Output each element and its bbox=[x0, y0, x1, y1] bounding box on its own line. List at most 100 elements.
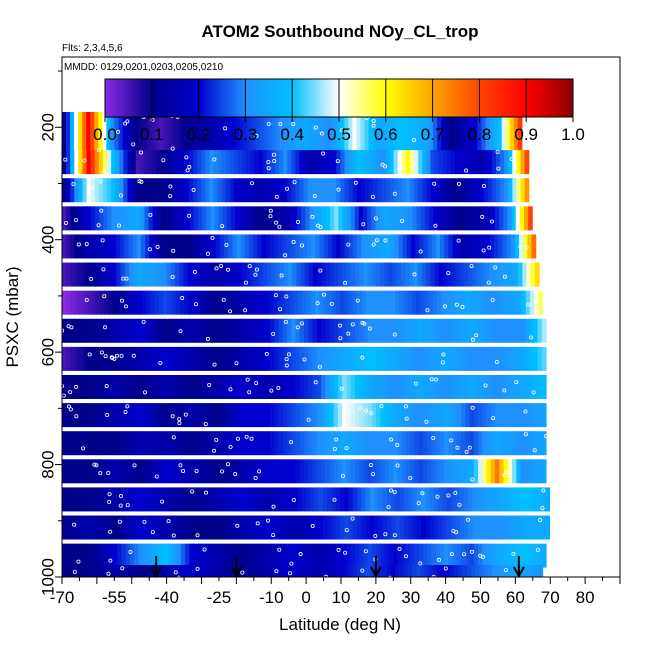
sample-dot bbox=[166, 519, 171, 524]
heatmap-cell bbox=[516, 459, 522, 484]
sample-dot bbox=[117, 223, 122, 228]
heatmap-cell bbox=[242, 150, 247, 175]
heatmap-cell bbox=[441, 290, 447, 315]
sample-dot bbox=[115, 353, 120, 358]
heatmap-cell bbox=[214, 403, 220, 428]
sample-dot bbox=[302, 357, 307, 362]
heatmap-cell bbox=[219, 318, 224, 343]
heatmap-cell bbox=[470, 565, 476, 577]
sample-dot bbox=[103, 354, 108, 359]
heatmap-cell bbox=[146, 403, 152, 428]
heatmap-cell bbox=[320, 459, 326, 484]
sample-dot bbox=[538, 518, 543, 523]
heatmap-cell bbox=[208, 262, 214, 287]
heatmap-cell bbox=[66, 487, 72, 512]
heatmap-cell bbox=[483, 565, 489, 577]
heatmap-cell bbox=[250, 262, 256, 287]
heatmap-cell bbox=[479, 565, 485, 577]
heatmap-cell bbox=[482, 346, 488, 371]
heatmap-cell bbox=[416, 206, 422, 231]
heatmap-cell bbox=[121, 431, 127, 456]
heatmap-cell bbox=[369, 234, 375, 259]
heatmap-layer bbox=[62, 106, 551, 577]
heatmap-cell bbox=[301, 206, 306, 231]
heatmap-cell bbox=[453, 112, 458, 157]
heatmap-cell bbox=[403, 565, 409, 577]
heatmap-cell bbox=[369, 487, 375, 512]
sample-dot bbox=[94, 463, 99, 468]
sample-dot bbox=[131, 353, 136, 358]
heatmap-cell bbox=[477, 234, 483, 259]
heatmap-cell bbox=[465, 431, 471, 456]
sample-dot bbox=[454, 302, 459, 307]
heatmap-cell bbox=[74, 565, 80, 577]
sample-dot bbox=[107, 492, 112, 497]
heatmap-cell bbox=[207, 515, 213, 540]
heatmap-cell bbox=[274, 178, 280, 203]
heatmap-cell bbox=[108, 290, 114, 315]
heatmap-cell bbox=[248, 318, 254, 343]
heatmap-cell bbox=[189, 346, 195, 371]
sample-dot bbox=[266, 166, 271, 171]
sample-dot bbox=[187, 164, 192, 169]
heatmap-cell bbox=[456, 543, 462, 568]
heatmap-cell bbox=[468, 515, 474, 540]
heatmap-cell bbox=[391, 487, 397, 512]
heatmap-cell bbox=[251, 112, 257, 157]
heatmap-cell bbox=[125, 346, 131, 371]
heatmap-cell bbox=[146, 543, 152, 568]
heatmap-cell bbox=[434, 262, 440, 287]
heatmap-cell bbox=[216, 262, 222, 287]
heatmap-cell bbox=[422, 374, 428, 399]
x-tick-label: -10 bbox=[259, 588, 284, 607]
heatmap-cell bbox=[308, 431, 314, 456]
sample-dot bbox=[389, 488, 394, 493]
heatmap-cell bbox=[70, 374, 76, 399]
heatmap-cell bbox=[137, 565, 143, 577]
heatmap-cell bbox=[304, 262, 310, 287]
heatmap-cell bbox=[264, 565, 270, 577]
heatmap-cell bbox=[359, 318, 365, 343]
heatmap-cell bbox=[537, 543, 543, 568]
sample-dot bbox=[291, 239, 296, 244]
heatmap-cell bbox=[170, 234, 175, 259]
heatmap-cell bbox=[180, 565, 185, 577]
sample-dot bbox=[84, 297, 89, 302]
sample-dot bbox=[112, 356, 117, 361]
heatmap-cell bbox=[227, 543, 233, 568]
sample-dot bbox=[306, 417, 311, 422]
heatmap-cell bbox=[240, 234, 246, 259]
heatmap-cell bbox=[400, 262, 406, 287]
heatmap-cell bbox=[318, 515, 324, 540]
sample-dot bbox=[120, 566, 125, 571]
heatmap-cell bbox=[303, 178, 309, 203]
heatmap-cell bbox=[352, 150, 358, 175]
heatmap-cell bbox=[392, 112, 398, 157]
heatmap-cell bbox=[395, 515, 401, 540]
heatmap-cell bbox=[475, 150, 481, 175]
sample-dot bbox=[170, 274, 175, 279]
x-tick-label: -70 bbox=[50, 588, 75, 607]
heatmap-cell bbox=[414, 150, 419, 175]
heatmap-cell bbox=[359, 459, 365, 484]
heatmap-cell bbox=[270, 431, 275, 456]
colorbar-tick-label: 0.1 bbox=[140, 125, 164, 144]
heatmap-cell bbox=[86, 206, 92, 231]
heatmap-cell bbox=[236, 543, 241, 568]
heatmap-cell bbox=[393, 150, 399, 175]
heatmap-cell bbox=[365, 515, 371, 540]
heatmap-cell bbox=[164, 150, 170, 175]
heatmap-cell bbox=[516, 150, 522, 175]
heatmap-cell bbox=[364, 178, 370, 203]
heatmap-cell bbox=[171, 565, 177, 577]
heatmap-cell bbox=[181, 206, 187, 231]
heatmap-cell bbox=[469, 234, 474, 259]
heatmap-cell bbox=[176, 459, 182, 484]
heatmap-cell bbox=[478, 318, 483, 343]
heatmap-cell bbox=[185, 431, 190, 456]
heatmap-cell bbox=[465, 459, 471, 484]
sample-dot bbox=[416, 501, 421, 506]
sample-dot bbox=[187, 213, 192, 218]
heatmap-cell bbox=[62, 262, 67, 287]
heatmap-cell bbox=[159, 459, 165, 484]
